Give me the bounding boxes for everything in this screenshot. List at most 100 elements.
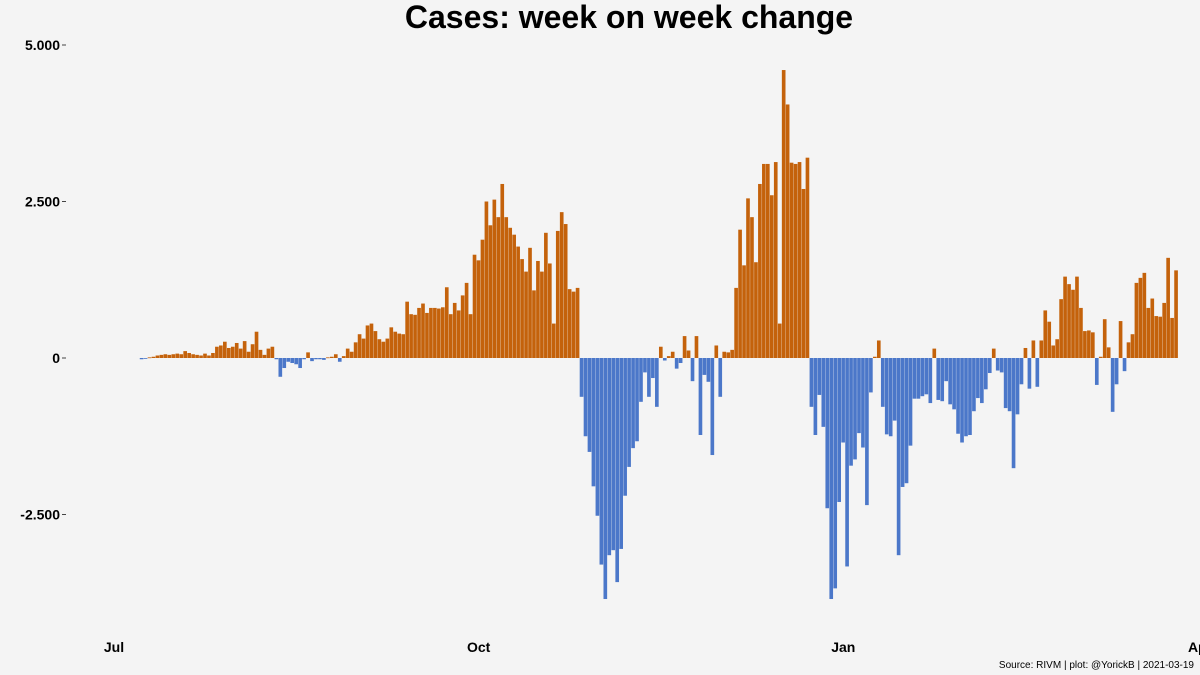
bar <box>857 358 861 434</box>
x-tick-label: Oct <box>467 639 491 655</box>
bar <box>647 358 651 397</box>
bar <box>238 348 243 358</box>
bar <box>555 230 560 358</box>
bar <box>686 350 691 358</box>
bar <box>429 307 433 358</box>
bar <box>147 357 152 359</box>
bar <box>1035 358 1040 387</box>
bar <box>976 358 980 399</box>
bar <box>290 358 295 364</box>
bar <box>746 198 750 358</box>
bar <box>306 352 310 358</box>
bar <box>544 232 548 358</box>
bar <box>266 348 271 358</box>
bar <box>1146 307 1151 358</box>
bar <box>710 358 715 456</box>
bar <box>821 358 826 427</box>
bar <box>1158 316 1163 358</box>
bar <box>385 338 390 358</box>
bar <box>163 354 168 358</box>
bar <box>655 358 659 407</box>
bar <box>694 336 699 358</box>
bar <box>809 358 814 407</box>
bar <box>948 358 952 405</box>
bar <box>678 358 683 364</box>
bar <box>750 217 754 358</box>
bar <box>841 358 845 443</box>
bar <box>873 356 877 358</box>
bar <box>179 354 184 358</box>
bar <box>548 263 552 358</box>
bar <box>674 358 679 369</box>
bar <box>845 358 849 567</box>
bar <box>274 358 279 360</box>
bar <box>377 339 382 358</box>
bar <box>726 352 731 358</box>
bar <box>460 295 465 358</box>
bar <box>849 358 853 466</box>
bar <box>702 358 707 375</box>
x-tick-label: Jul <box>104 639 124 655</box>
bar <box>488 225 493 358</box>
bar <box>223 341 227 358</box>
bar <box>318 358 322 360</box>
bar <box>769 195 774 358</box>
bar <box>837 358 841 502</box>
bar <box>639 358 643 402</box>
source-caption: Source: RIVM | plot: @YorickB | 2021-03-… <box>998 660 1194 671</box>
bar <box>658 346 663 358</box>
bar <box>698 358 703 435</box>
bar <box>738 229 742 358</box>
bar <box>1071 289 1075 358</box>
bar <box>781 70 786 358</box>
bar <box>785 104 790 358</box>
bar <box>1083 331 1087 358</box>
y-tick-label: 2.500 <box>25 194 60 210</box>
bar <box>968 358 972 435</box>
bar <box>413 314 417 358</box>
bar <box>595 358 600 516</box>
bar <box>611 358 616 551</box>
bar <box>567 289 572 358</box>
bar <box>1059 299 1063 358</box>
bar <box>440 307 445 358</box>
bar <box>936 358 941 400</box>
bar <box>468 314 473 358</box>
bar <box>294 358 298 365</box>
bar <box>516 246 520 358</box>
bar <box>397 333 402 358</box>
bar <box>607 358 612 556</box>
bar-series <box>139 70 1178 600</box>
bar <box>167 354 172 358</box>
bar <box>270 346 275 358</box>
bar <box>912 358 917 399</box>
bar <box>1102 319 1107 358</box>
bar <box>619 358 623 549</box>
bar <box>714 345 719 358</box>
bar <box>183 351 188 358</box>
bar <box>282 358 287 369</box>
bar <box>1031 340 1036 358</box>
bar <box>1007 358 1012 412</box>
bar <box>1150 298 1155 358</box>
bar <box>298 358 302 369</box>
bar <box>341 356 346 358</box>
bar <box>1027 358 1032 389</box>
bar <box>1122 358 1127 372</box>
bar <box>258 349 263 358</box>
bar <box>853 358 857 460</box>
bar <box>944 358 948 382</box>
bar <box>524 271 528 358</box>
bar <box>666 356 671 358</box>
bar <box>631 358 635 449</box>
bar <box>278 358 283 377</box>
bar <box>250 344 255 358</box>
bar <box>1166 257 1170 358</box>
bar <box>797 162 802 358</box>
bar <box>207 355 211 358</box>
bar <box>242 341 247 358</box>
bar <box>302 358 306 360</box>
bar <box>425 312 429 358</box>
bar <box>421 303 425 358</box>
bar <box>635 358 639 442</box>
